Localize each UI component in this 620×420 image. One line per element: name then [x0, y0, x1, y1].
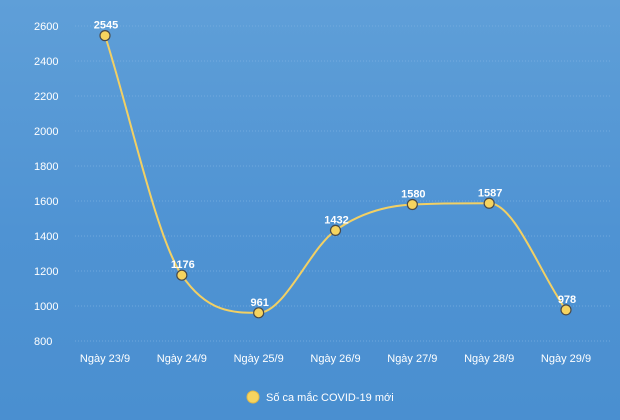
- data-point: [560, 304, 572, 316]
- data-label: 1432: [324, 214, 348, 226]
- data-label: 978: [558, 294, 576, 306]
- x-tick-label: Ngày 23/9: [80, 353, 130, 365]
- y-axis: 800 1000 1200 1400 1600 1800 2000 2200 2400 2600: [34, 21, 58, 348]
- x-tick-label: Ngày 25/9: [234, 353, 284, 365]
- grid-lines: [75, 25, 610, 342]
- data-point: [176, 269, 188, 281]
- y-tick-label: 2000: [34, 126, 58, 138]
- y-tick-label: 1000: [34, 301, 58, 313]
- legend-label: Số ca mắc COVID-19 mới: [266, 391, 394, 404]
- data-point: [406, 198, 418, 211]
- data-point: [99, 30, 111, 42]
- y-tick-label: 2400: [34, 56, 58, 68]
- x-tick-label: Ngày 28/9: [464, 353, 514, 365]
- data-labels: 2545 1176 961 1432 1580 1587 978: [94, 20, 576, 309]
- legend-marker: [246, 390, 260, 404]
- y-tick-label: 1400: [34, 231, 58, 243]
- y-tick-label: 1600: [34, 196, 58, 208]
- y-tick-label: 2600: [34, 21, 58, 33]
- data-label: 1176: [171, 259, 195, 271]
- y-tick-label: 800: [34, 336, 52, 348]
- x-tick-label: Ngày 24/9: [157, 353, 207, 365]
- y-tick-label: 1200: [34, 266, 58, 278]
- data-point: [483, 197, 495, 209]
- x-tick-label: Ngày 26/9: [310, 353, 360, 365]
- data-point: [253, 307, 265, 319]
- data-label: 1587: [478, 187, 502, 199]
- y-tick-label: 1800: [34, 161, 58, 173]
- data-label: 2545: [94, 20, 118, 32]
- data-label: 961: [250, 297, 268, 309]
- x-tick-label: Ngày 29/9: [541, 353, 591, 365]
- data-label: 1580: [401, 189, 425, 201]
- y-tick-label: 2200: [34, 91, 58, 103]
- x-tick-label: Ngày 27/9: [387, 353, 437, 365]
- x-axis: Ngày 23/9 Ngày 24/9 Ngày 25/9 Ngày 26/9 Ngày…: [80, 353, 591, 365]
- data-point: [329, 224, 342, 236]
- legend: Số ca mắc COVID-19 mới: [246, 390, 394, 404]
- data-points: [99, 30, 572, 319]
